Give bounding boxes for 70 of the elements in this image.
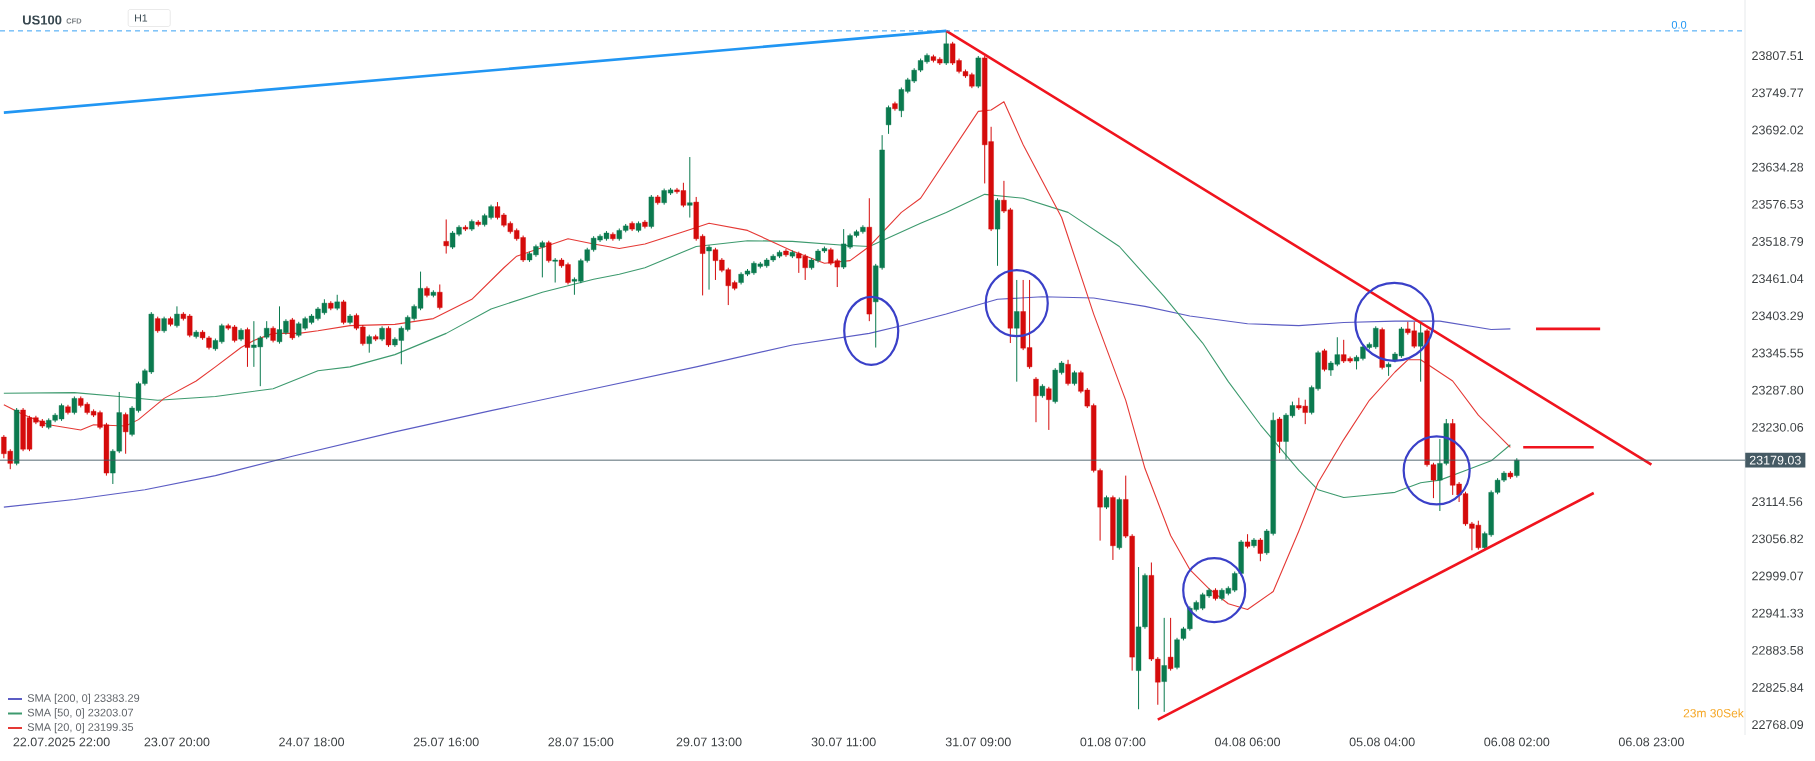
candlestick — [1257, 537, 1263, 562]
y-tick-label: 23461.04 — [1752, 274, 1804, 284]
line-series — [3, 296, 1511, 508]
candlestick — [366, 334, 372, 354]
annotation: H1 — [135, 14, 148, 22]
x-tick-label: 24.07 18:00 — [279, 737, 345, 747]
ref-line-label: 23179.03 — [1749, 455, 1801, 465]
candlestick — [1033, 376, 1039, 423]
x-tick-label: 28.07 15:00 — [548, 737, 614, 747]
candlestick — [244, 327, 251, 368]
line-series — [3, 101, 1511, 611]
candlestick — [687, 156, 693, 219]
candlestick — [1014, 279, 1020, 383]
x-tick-label: 30.07 11:00 — [811, 737, 876, 747]
x-tick-label: 25.07 16:00 — [413, 737, 479, 747]
x-tick-label: 29.07 13:00 — [676, 737, 742, 747]
x-tick-label: 23.07 20:00 — [144, 737, 210, 747]
y-tick-label: 23345.55 — [1752, 348, 1804, 358]
candlestick — [1276, 416, 1283, 454]
y-tick-label: 23634.28 — [1752, 162, 1804, 172]
candlestick — [552, 257, 558, 284]
candlestick — [123, 412, 129, 455]
x-tick-label: 04.08 06:00 — [1215, 737, 1281, 747]
y-tick-label: 23692.02 — [1752, 125, 1804, 135]
x-tick-label: 05.08 04:00 — [1349, 737, 1415, 747]
candlestick — [1167, 617, 1174, 672]
candlestick — [289, 317, 295, 341]
text: US100 — [22, 15, 62, 25]
y-tick-label: 23518.79 — [1752, 237, 1804, 246]
y-tick-label: 23403.29 — [1752, 311, 1804, 321]
candlestick — [706, 244, 712, 291]
y-tick-label: 23056.82 — [1752, 534, 1804, 544]
y-tick-label: 23576.53 — [1752, 199, 1804, 209]
legend-label: SMA [20, 0] 23199.35 — [27, 722, 134, 734]
legend-label: SMA [50, 0] 23203.07 — [27, 708, 134, 719]
candlestick — [1046, 386, 1052, 431]
y-tick-label: 23749.77 — [1752, 88, 1804, 98]
y-tick-label: 22825.84 — [1752, 683, 1804, 692]
line-series — [3, 193, 1511, 499]
y-tick-label: 22883.58 — [1752, 645, 1804, 655]
x-tick-label: 06.08 02:00 — [1484, 737, 1550, 747]
x-tick-label: 01.08 07:00 — [1080, 737, 1146, 747]
y-tick-label: 23230.06 — [1752, 422, 1804, 432]
y-tick-label: 22768.09 — [1752, 720, 1804, 730]
candlestick — [437, 283, 443, 311]
candlestick — [943, 31, 949, 66]
candlestick — [71, 395, 77, 415]
y-tick-label: 23807.51 — [1752, 51, 1804, 61]
candlestick — [546, 240, 552, 264]
x-tick-label: 31.07 09:00 — [945, 737, 1011, 747]
candlestick — [1321, 348, 1328, 372]
y-tick-label: 23114.56 — [1752, 497, 1803, 507]
candlestick — [885, 105, 892, 135]
y-tick-label: 22941.33 — [1752, 608, 1804, 618]
y-tick-label: 23287.80 — [1752, 385, 1804, 395]
annotation: 23m 30Sek — [1683, 708, 1744, 718]
x-tick-label: 22.07.2025 22:00 — [13, 737, 110, 747]
candlestick — [1418, 321, 1424, 383]
y-tick-label: 22999.07 — [1752, 571, 1804, 581]
annotation: 0.0 — [1671, 20, 1687, 29]
candlestick — [443, 218, 449, 255]
legend-label: SMA [200, 0] 23383.29 — [27, 693, 140, 705]
candlestick — [1514, 457, 1520, 479]
candlestick — [1161, 617, 1167, 713]
candlestick — [610, 231, 616, 242]
x-tick-label: 06.08 23:00 — [1618, 737, 1684, 747]
candlestick — [1065, 359, 1071, 387]
candlestick — [385, 325, 392, 348]
candlestick — [340, 299, 347, 325]
candlestick — [174, 305, 180, 329]
